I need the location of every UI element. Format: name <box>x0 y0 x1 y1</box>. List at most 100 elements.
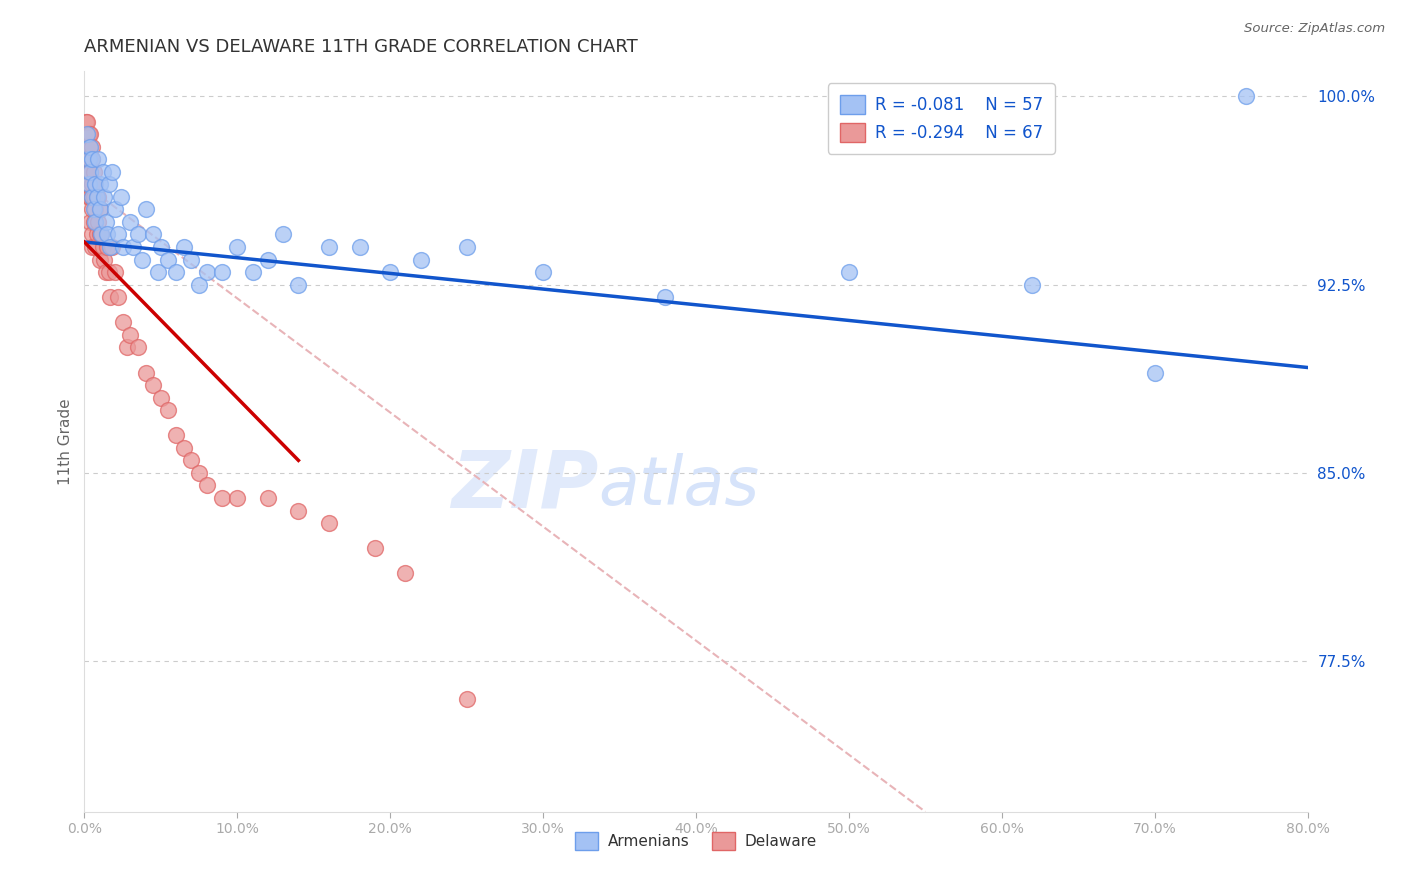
Point <box>83 165 105 179</box>
Point <box>318 516 340 530</box>
Point <box>97 178 120 192</box>
Point <box>90 227 112 242</box>
Point <box>131 252 153 267</box>
Point <box>94 265 117 279</box>
Point <box>84 178 107 192</box>
Point <box>242 265 264 279</box>
Text: ZIP: ZIP <box>451 447 598 525</box>
Point <box>104 202 127 217</box>
Point <box>77 152 100 166</box>
Point <box>89 202 111 217</box>
Point <box>173 441 195 455</box>
Point <box>654 290 676 304</box>
Point <box>93 190 115 204</box>
Point <box>364 541 387 556</box>
Point <box>111 240 134 254</box>
Point <box>146 265 169 279</box>
Point <box>79 190 101 204</box>
Point <box>89 202 111 217</box>
Point <box>91 165 114 179</box>
Point <box>80 227 103 242</box>
Point <box>287 277 309 292</box>
Point <box>96 240 118 254</box>
Point <box>89 178 111 192</box>
Point <box>83 215 105 229</box>
Point <box>77 165 100 179</box>
Point <box>75 114 97 128</box>
Point <box>257 491 280 505</box>
Point <box>157 403 180 417</box>
Point <box>77 178 100 192</box>
Point <box>1021 277 1043 292</box>
Point <box>80 202 103 217</box>
Text: Source: ZipAtlas.com: Source: ZipAtlas.com <box>1244 22 1385 36</box>
Point <box>456 240 478 254</box>
Point <box>111 315 134 329</box>
Point <box>120 215 142 229</box>
Text: atlas: atlas <box>598 453 759 519</box>
Point <box>87 152 110 166</box>
Point <box>165 265 187 279</box>
Point <box>94 215 117 229</box>
Point <box>149 240 172 254</box>
Point <box>79 165 101 179</box>
Point <box>86 227 108 242</box>
Point <box>211 265 233 279</box>
Point <box>79 139 101 153</box>
Point <box>188 277 211 292</box>
Point <box>456 691 478 706</box>
Point <box>271 227 294 242</box>
Point <box>80 139 103 153</box>
Point <box>83 190 105 204</box>
Text: ARMENIAN VS DELAWARE 11TH GRADE CORRELATION CHART: ARMENIAN VS DELAWARE 11TH GRADE CORRELAT… <box>84 38 638 56</box>
Point <box>89 252 111 267</box>
Point <box>180 453 202 467</box>
Point <box>142 378 165 392</box>
Point <box>135 202 157 217</box>
Point <box>76 127 98 141</box>
Point <box>75 139 97 153</box>
Point <box>80 190 103 204</box>
Point <box>91 240 114 254</box>
Point <box>101 240 124 254</box>
Point <box>195 265 218 279</box>
Point <box>90 227 112 242</box>
Point <box>101 165 124 179</box>
Point <box>77 127 100 141</box>
Point <box>84 240 107 254</box>
Point <box>93 252 115 267</box>
Point <box>84 202 107 217</box>
Point <box>165 428 187 442</box>
Point <box>226 240 249 254</box>
Point <box>104 265 127 279</box>
Legend: Armenians, Delaware: Armenians, Delaware <box>569 826 823 856</box>
Point <box>188 466 211 480</box>
Point <box>87 215 110 229</box>
Point <box>195 478 218 492</box>
Point <box>107 290 129 304</box>
Point <box>1236 89 1258 103</box>
Point <box>1143 366 1166 380</box>
Point <box>120 327 142 342</box>
Point <box>127 340 149 354</box>
Point <box>80 152 103 166</box>
Point <box>77 152 100 166</box>
Point <box>77 139 100 153</box>
Point <box>87 190 110 204</box>
Point <box>96 227 118 242</box>
Point <box>838 265 860 279</box>
Point <box>110 190 132 204</box>
Point <box>531 265 554 279</box>
Point <box>122 240 145 254</box>
Point <box>127 227 149 242</box>
Point <box>76 178 98 192</box>
Point <box>157 252 180 267</box>
Point <box>97 265 120 279</box>
Point <box>318 240 340 254</box>
Point <box>349 240 371 254</box>
Point <box>211 491 233 505</box>
Point <box>180 252 202 267</box>
Point <box>257 252 280 267</box>
Point <box>79 215 101 229</box>
Point <box>89 227 111 242</box>
